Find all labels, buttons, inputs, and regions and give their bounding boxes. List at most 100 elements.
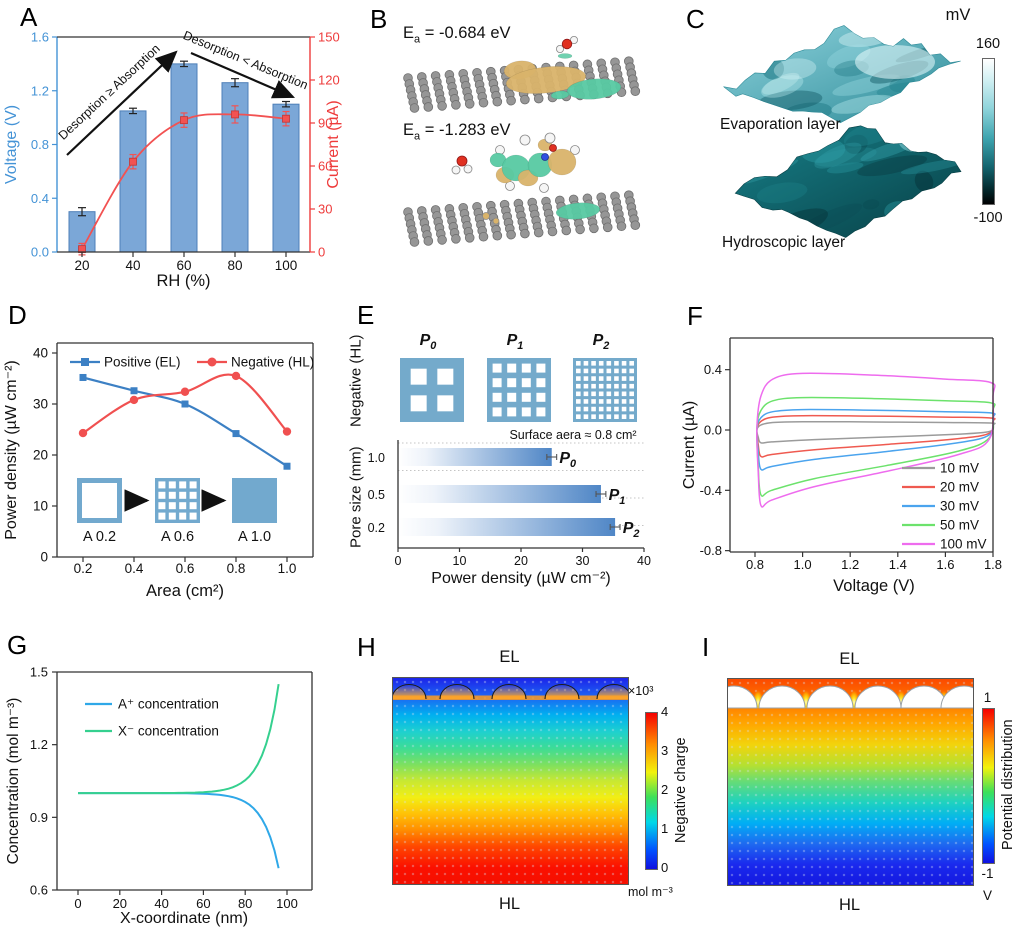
cyclic-voltammetry-chart: 0.4 0.0 -0.4 -0.8 0.8 1.0 1.2 1.4 1.6 1.8 10 mV 20 … [681,337,1002,595]
negative-charge-colorbar [645,712,658,870]
svg-text:30: 30 [576,554,590,568]
negative-charge-colorbar-title: Negative charge [673,737,689,843]
svg-text:Voltage (V): Voltage (V) [833,577,915,595]
svg-text:100: 100 [276,896,298,911]
adsorption-energy-1: Ea = -0.684 eV [403,24,511,45]
svg-text:60: 60 [196,896,210,911]
svg-text:20: 20 [33,448,48,463]
colorbar-max: 160 [975,36,1001,52]
potential-distribution-heatmap [727,678,974,886]
panel-a-label: A [20,2,38,32]
panel-i: I EL HL 1 -1 V Potential distribution [690,612,1030,933]
panel-e: E Negative (HL) Pore size (mm) Surface a… [345,300,680,612]
svg-text:60: 60 [318,159,332,174]
potential-colorbar [982,708,995,864]
svg-text:1.6: 1.6 [936,557,954,572]
panel-b-label: B [370,4,388,34]
svg-text:Power density (µW cm⁻²): Power density (µW cm⁻²) [431,570,610,587]
svg-text:1.0: 1.0 [278,561,297,576]
svg-text:1.2: 1.2 [30,737,48,752]
colorbar-min: -1 [981,866,994,881]
colorbar-tick: 3 [661,743,669,758]
svg-text:1.5: 1.5 [30,665,48,680]
panel-h-label: H [357,632,376,662]
svg-text:0.4: 0.4 [31,191,49,206]
svg-text:A 1.0: A 1.0 [238,529,271,545]
svg-text:1.6: 1.6 [31,30,49,45]
colorbar-unit: mol m⁻³ [628,885,673,899]
svg-text:A 0.2: A 0.2 [83,529,116,545]
panel-d-label: D [8,300,27,330]
svg-text:1.0: 1.0 [368,451,385,465]
svg-text:-0.4: -0.4 [700,483,722,498]
svg-text:0: 0 [318,245,325,260]
svg-text:0.4: 0.4 [125,561,144,576]
svg-text:X-coordinate (nm): X-coordinate (nm) [120,910,248,927]
svg-text:0.0: 0.0 [704,423,722,438]
svg-text:P2: P2 [593,332,610,352]
svg-text:20: 20 [514,554,528,568]
hl-bumps [728,685,973,709]
el-label: EL [839,650,860,668]
svg-text:0.8: 0.8 [227,561,246,576]
svg-text:1.2: 1.2 [841,557,859,572]
svg-text:Concentration (mol m⁻³): Concentration (mol m⁻³) [5,698,22,865]
panel-e-label: E [357,300,375,330]
el-label: EL [499,648,520,666]
energy-subscript: a [414,33,421,46]
svg-text:Desorption ≥ Absorption: Desorption ≥ Absorption [56,41,163,142]
colorbar-max: 1 [983,690,992,705]
svg-text:150: 150 [318,30,340,45]
panel-i-label: I [702,632,710,662]
svg-text:A⁺ concentration: A⁺ concentration [118,697,219,712]
colorbar-unit: V [982,888,992,903]
svg-text:0.6: 0.6 [30,883,48,898]
energy-value: = -0.684 eV [420,24,511,42]
svg-text:50 mV: 50 mV [940,518,979,533]
svg-text:10 mV: 10 mV [940,461,979,476]
panel-f: F 0.4 0.0 -0.4 -0.8 0.8 1.0 1.2 1.4 1.6 1.8 10 mV 2… [680,300,1030,612]
pore-size-power-density-chart: P0 P1 P2 P0 P1 P2 0 10 20 30 40 1.0 0.5 0.2 Power dens… [368,332,651,587]
svg-text:Area (cm²): Area (cm²) [146,582,224,600]
colorbar-unit-mv: mV [945,6,971,24]
svg-text:90: 90 [318,116,332,131]
svg-text:0.8: 0.8 [746,557,764,572]
svg-text:P0: P0 [420,332,437,352]
svg-text:40: 40 [154,896,168,911]
panel-h: H EL HL ×10³ 4 3 2 1 0 Negative charge mol m… [345,612,690,933]
svg-text:0: 0 [395,554,402,568]
panel-g: G 0.6 0.9 1.2 1.5 0 20 40 60 80 100 A⁺ concentrati… [0,612,340,933]
svg-text:1.8: 1.8 [984,557,1002,572]
svg-text:30: 30 [33,397,48,412]
svg-text:X⁻ concentration: X⁻ concentration [118,724,219,739]
ion-concentration-chart: 0.6 0.9 1.2 1.5 0 20 40 60 80 100 A⁺ concentration… [5,665,313,927]
svg-text:0.9: 0.9 [30,810,48,825]
energy-symbol: E [403,24,415,42]
svg-text:Positive (EL): Positive (EL) [104,355,181,370]
panel-b: B Ea = -0.684 eV Ea = -1.283 eV [348,0,680,300]
svg-text:40: 40 [125,258,140,273]
hl-label: HL [838,896,861,914]
svg-text:Current (µA): Current (µA) [325,100,342,188]
panel-f-label: F [687,301,703,331]
surface-area-note: Surface aera ≈ 0.8 cm² [509,428,637,442]
colorbar-tick: 0 [661,860,669,875]
svg-text:20: 20 [74,258,89,273]
svg-text:Negative (HL): Negative (HL) [231,355,314,370]
voltage-current-vs-rh-chart: 0.0 0.4 0.8 1.2 1.6 0 30 60 90 120 150 20 40 60 80 100 R… [3,28,342,290]
svg-text:0.6: 0.6 [176,561,195,576]
svg-text:20 mV: 20 mV [940,480,979,495]
colorbar-multiplier: ×10³ [628,684,654,698]
svg-text:0.8: 0.8 [31,137,49,152]
panel-c-label: C [686,4,705,34]
dft-adsorption-structures [403,36,641,247]
panel-d: D 0 10 20 30 40 0.2 0.4 0.6 0.8 1.0 Positive (EL) N… [0,300,345,612]
svg-text:0: 0 [40,550,48,565]
adsorption-energy-2: Ea = -1.283 eV [403,121,511,142]
svg-text:100: 100 [275,258,298,273]
svg-text:1.0: 1.0 [794,557,812,572]
potential-colorbar-title: Potential distribution [1000,719,1016,851]
svg-text:40: 40 [33,346,48,361]
panel-a: A 0.0 0.4 0.8 1.2 1.6 0 30 60 90 120 150 20 40 60 80 10… [0,0,345,300]
svg-text:Current (µA): Current (µA) [681,401,698,489]
